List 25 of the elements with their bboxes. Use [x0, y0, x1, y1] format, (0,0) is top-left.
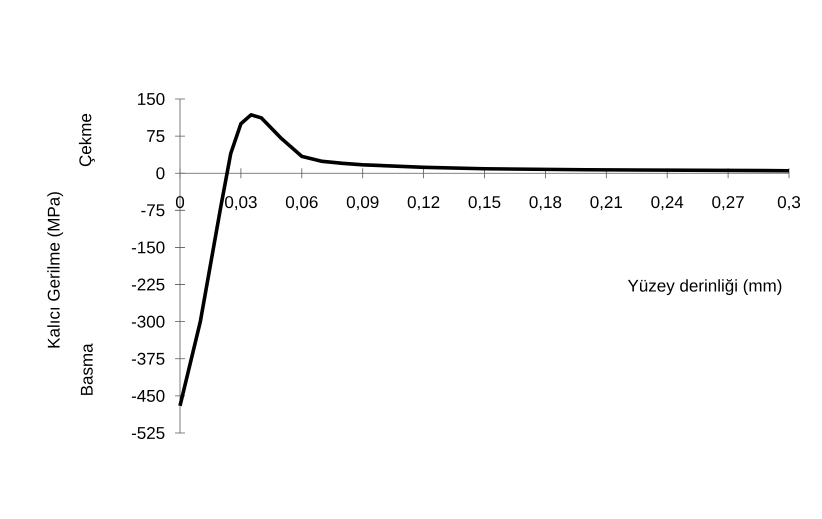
- y-axis-title: Kalıcı Gerilme (MPa): [47, 192, 64, 348]
- x-axis-title: Yüzey derinliği (mm): [628, 279, 782, 296]
- x-tick-label: 0,21: [590, 196, 622, 210]
- x-tick-label: 0,06: [286, 196, 318, 210]
- y-tick-label: -150: [132, 241, 164, 254]
- x-tick-label: 0,3: [778, 196, 800, 210]
- y-tick-label: -300: [132, 316, 164, 328]
- x-tick-label: 0,15: [468, 196, 500, 210]
- x-tick-label: 0,18: [530, 196, 562, 210]
- text: Çekme: [78, 114, 95, 166]
- y-tick-label: 75: [147, 130, 164, 142]
- y-tick-label: -375: [132, 352, 164, 365]
- x-tick-label: 0,09: [346, 196, 378, 210]
- y-tick-label: -525: [132, 426, 164, 440]
- x-tick-label: 0,12: [408, 196, 440, 210]
- y-tick-label: 150: [138, 92, 164, 106]
- x-tick-label: 0: [176, 196, 184, 208]
- text: Basma: [80, 343, 93, 395]
- y-tick-label: -450: [132, 390, 164, 402]
- y-tick-label: 0: [156, 167, 164, 180]
- y-tick-label: -225: [132, 278, 164, 291]
- x-tick-label: 0,24: [651, 196, 684, 210]
- x-tick-label: 0,03: [225, 196, 257, 210]
- y-tick-label: -75: [141, 204, 164, 216]
- x-tick-label: 0,27: [712, 196, 744, 210]
